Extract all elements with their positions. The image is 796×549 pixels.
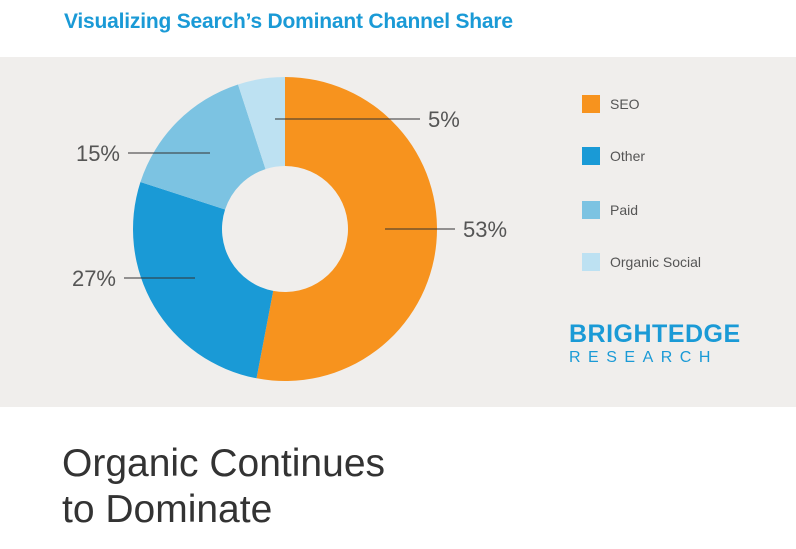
legend-label-other: Other	[610, 148, 646, 164]
slice-other	[132, 182, 274, 379]
legend-item-seo: SEO	[582, 95, 782, 115]
data-label-other: 27%	[72, 266, 116, 291]
brightedge-research-logo: BRIGHTEDGE RESEARCH	[569, 321, 741, 367]
legend-item-paid: Paid	[582, 201, 782, 221]
headline-line-2: to Dominate	[62, 488, 273, 531]
legend-label-paid: Paid	[610, 202, 639, 218]
legend-label-seo: SEO	[610, 96, 640, 112]
headline-line-1: Organic Continues	[62, 442, 386, 485]
chart-title: Visualizing Search’s Dominant Channel Sh…	[64, 10, 513, 33]
donut-chart: 53% 27% 15% 5%	[72, 77, 507, 381]
legend-item-other: Other	[582, 147, 782, 167]
chart-panel: 53% 27% 15% 5% SEO Other Paid Organic Socia…	[0, 57, 796, 407]
data-label-seo: 53%	[463, 217, 507, 242]
legend-swatch-other	[582, 147, 600, 165]
slice-seo	[256, 77, 438, 381]
legend-swatch-organic-social	[582, 253, 600, 271]
legend-label-organic-social: Organic Social	[610, 254, 702, 270]
page-headline: Organic Continues to Dominate	[62, 441, 385, 533]
slice-paid	[140, 84, 266, 210]
legend-swatch-seo	[582, 95, 600, 113]
data-label-organic-social: 5%	[428, 107, 460, 132]
logo-wordmark: BRIGHTEDGE	[569, 320, 741, 348]
slice-organic-social	[238, 77, 285, 170]
logo-subtitle: RESEARCH	[569, 349, 718, 366]
data-label-paid: 15%	[76, 141, 120, 166]
legend-item-organic-social: Organic Social	[582, 253, 782, 273]
legend-swatch-paid	[582, 201, 600, 219]
